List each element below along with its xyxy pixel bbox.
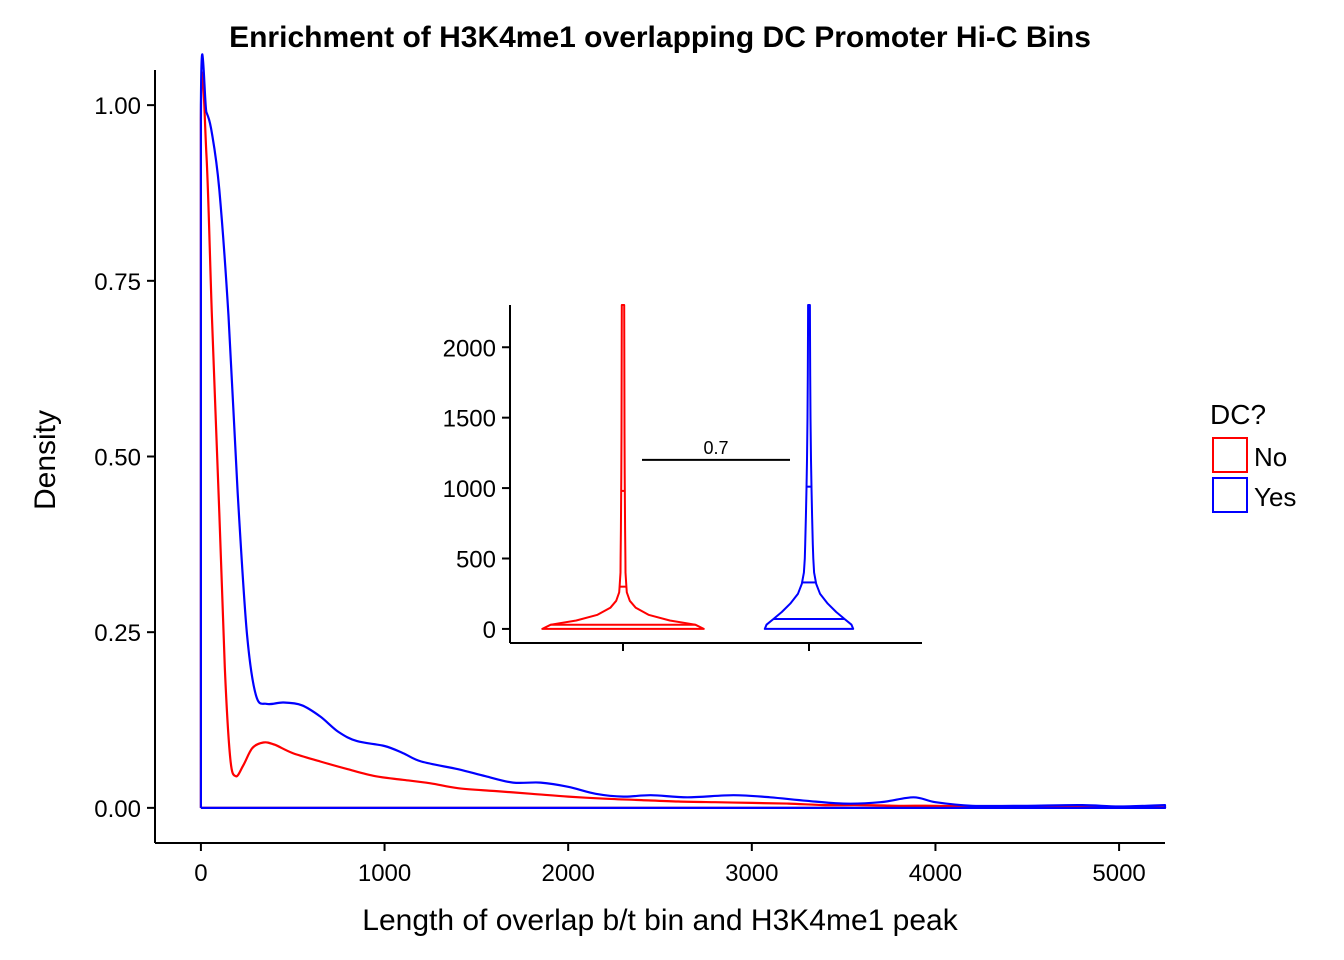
legend: DC? No Yes <box>1210 399 1296 513</box>
inset-y-tick-label: 0 <box>483 617 496 644</box>
y-axis-label: Density <box>29 410 62 510</box>
inset-y-tick-label: 2000 <box>443 335 496 362</box>
x-tick-label: 5000 <box>1092 860 1145 887</box>
y-tick-label: 0.50 <box>94 445 141 472</box>
inset-violin-plot: 0 500 1000 1500 2000 0.7 <box>443 304 922 651</box>
x-tick-label: 1000 <box>358 860 411 887</box>
x-tick-label: 3000 <box>725 860 778 887</box>
inset-y-tick-label: 1500 <box>443 406 496 433</box>
x-tick-label: 0 <box>194 860 207 887</box>
inset-background <box>510 305 922 643</box>
y-tick-label: 0.75 <box>94 269 141 296</box>
chart-title: Enrichment of H3K4me1 overlapping DC Pro… <box>229 21 1091 54</box>
x-tick-label: 4000 <box>909 860 962 887</box>
legend-key-yes <box>1212 477 1248 513</box>
density-line-yes <box>199 53 1167 809</box>
main-axes: 0 1000 2000 3000 4000 50000.000.250.500.751.0… <box>94 70 1165 887</box>
y-tick-label: 0.00 <box>94 796 141 823</box>
x-tick-label: 2000 <box>541 860 594 887</box>
inset-y-tick-label: 500 <box>456 547 496 574</box>
legend-key-no <box>1212 437 1248 473</box>
density-line-no <box>199 71 1167 809</box>
violin-yes <box>763 304 855 630</box>
comparison-p-value: 0.7 <box>703 438 728 458</box>
violin-no <box>541 304 705 630</box>
density-series <box>199 53 1167 809</box>
legend-label-no: No <box>1254 442 1287 472</box>
legend-title: DC? <box>1210 399 1266 430</box>
inset-y-tick-label: 1000 <box>443 476 496 503</box>
y-tick-label: 1.00 <box>94 93 141 120</box>
y-tick-label: 0.25 <box>94 620 141 647</box>
legend-label-yes: Yes <box>1254 482 1296 512</box>
x-axis-label: Length of overlap b/t bin and H3K4me1 pe… <box>362 904 958 937</box>
